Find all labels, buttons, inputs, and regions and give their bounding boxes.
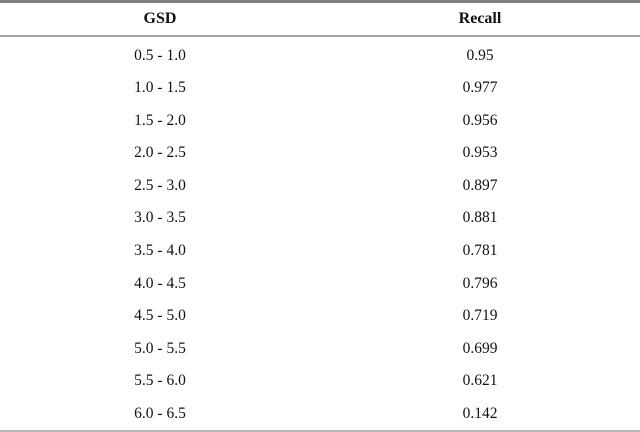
table-row: 3.5 - 4.0 0.781 bbox=[0, 234, 640, 267]
table-header-row: GSD Recall bbox=[0, 3, 640, 37]
gsd-cell: 0.5 - 1.0 bbox=[134, 46, 186, 64]
gsd-cell: 6.0 - 6.5 bbox=[134, 404, 186, 422]
recall-cell: 0.95 bbox=[466, 46, 494, 64]
gsd-cell: 3.0 - 3.5 bbox=[134, 209, 186, 227]
recall-cell: 0.796 bbox=[462, 274, 498, 292]
gsd-cell: 3.5 - 4.0 bbox=[134, 242, 186, 259]
gsd-cell: 4.5 - 5.0 bbox=[134, 307, 186, 325]
recall-cell: 0.621 bbox=[462, 372, 498, 390]
table-row: 1.0 - 1.5 0.977 bbox=[0, 72, 640, 105]
recall-cell: 0.897 bbox=[462, 176, 498, 194]
recall-cell: 0.699 bbox=[462, 339, 498, 357]
gsd-cell: 5.0 - 5.5 bbox=[134, 339, 186, 357]
recall-cell: 0.956 bbox=[462, 111, 498, 129]
table-row: 2.0 - 2.5 0.953 bbox=[0, 137, 640, 170]
table-row: 3.0 - 3.5 0.881 bbox=[0, 202, 640, 235]
table-row: 2.5 - 3.0 0.897 bbox=[0, 169, 640, 202]
column-header-recall: Recall bbox=[458, 10, 502, 27]
table-row: 4.0 - 4.5 0.796 bbox=[0, 267, 640, 300]
recall-cell: 0.781 bbox=[462, 242, 498, 259]
gsd-cell: 2.0 - 2.5 bbox=[134, 144, 186, 162]
table-row: 4.5 - 5.0 0.719 bbox=[0, 300, 640, 333]
table-body: 0.5 - 1.0 0.95 1.0 - 1.5 0.977 1.5 - 2.0… bbox=[0, 37, 640, 430]
table-row: 6.0 - 6.5 0.142 bbox=[0, 397, 640, 430]
recall-cell: 0.719 bbox=[462, 307, 498, 325]
recall-cell: 0.142 bbox=[462, 404, 498, 422]
recall-cell: 0.881 bbox=[462, 209, 498, 227]
column-header-gsd: GSD bbox=[143, 10, 177, 27]
table-row: 5.5 - 6.0 0.621 bbox=[0, 365, 640, 398]
gsd-cell: 5.5 - 6.0 bbox=[134, 372, 186, 390]
recall-cell: 0.977 bbox=[462, 79, 498, 97]
table-row: 5.0 - 5.5 0.699 bbox=[0, 332, 640, 365]
gsd-cell: 2.5 - 3.0 bbox=[134, 176, 186, 194]
table-row: 0.5 - 1.0 0.95 bbox=[0, 39, 640, 72]
gsd-cell: 4.0 - 4.5 bbox=[134, 274, 186, 292]
gsd-cell: 1.0 - 1.5 bbox=[134, 79, 186, 97]
recall-cell: 0.953 bbox=[462, 144, 498, 162]
gsd-cell: 1.5 - 2.0 bbox=[134, 111, 186, 129]
table-row: 1.5 - 2.0 0.956 bbox=[0, 104, 640, 137]
